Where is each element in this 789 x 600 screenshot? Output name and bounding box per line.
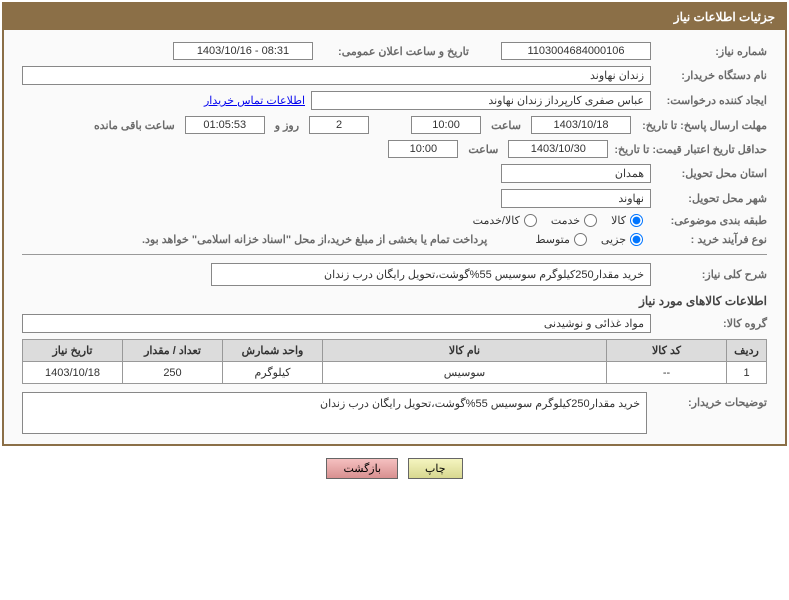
need-number-value: 1103004684000106 <box>501 42 651 60</box>
hour-label-2: ساعت <box>464 143 502 156</box>
announce-value: 1403/10/16 - 08:31 <box>173 42 313 60</box>
announce-label: تاریخ و ساعت اعلان عمومی: <box>319 45 469 58</box>
goods-section-title: اطلاعات کالاهای مورد نیاز <box>22 294 767 308</box>
cell-unit: کیلوگرم <box>223 362 323 384</box>
panel-header: جزئیات اطلاعات نیاز <box>4 4 785 30</box>
th-unit: واحد شمارش <box>223 340 323 362</box>
validity-label: حداقل تاریخ اعتبار قیمت: تا تاریخ: <box>614 143 767 156</box>
th-code: کد کالا <box>607 340 727 362</box>
deadline-date: 1403/10/18 <box>531 116 631 134</box>
radio-both[interactable] <box>524 214 537 227</box>
cell-row: 1 <box>727 362 767 384</box>
radio-both-label: کالا/خدمت <box>473 214 520 227</box>
deadline-hour: 10:00 <box>411 116 481 134</box>
radio-service-item: خدمت <box>551 214 597 227</box>
province-value: همدان <box>501 164 651 183</box>
button-row: چاپ بازگشت <box>0 448 789 483</box>
remaining-suffix: ساعت باقی مانده <box>90 119 179 132</box>
province-label: استان محل تحویل: <box>657 167 767 180</box>
back-button[interactable]: بازگشت <box>326 458 398 479</box>
radio-both-item: کالا/خدمت <box>473 214 537 227</box>
buyer-org-value: زندان نهاوند <box>22 66 651 85</box>
cell-name: سوسیس <box>323 362 607 384</box>
radio-small-label: جزیی <box>601 233 626 246</box>
deadline-label: مهلت ارسال پاسخ: تا تاریخ: <box>637 119 767 132</box>
buyer-org-label: نام دستگاه خریدار: <box>657 69 767 82</box>
th-row: ردیف <box>727 340 767 362</box>
radio-goods-item: کالا <box>611 214 643 227</box>
city-value: نهاوند <box>501 189 651 208</box>
day-word: روز و <box>271 119 303 132</box>
need-number-label: شماره نیاز: <box>657 45 767 58</box>
summary-value: خرید مقدار250کیلوگرم سوسیس 55%گوشت،تحویل… <box>211 263 651 286</box>
radio-goods-label: کالا <box>611 214 626 227</box>
divider-1 <box>22 254 767 255</box>
radio-service[interactable] <box>584 214 597 227</box>
table-row: 1 -- سوسیس کیلوگرم 250 1403/10/18 <box>23 362 767 384</box>
goods-table: ردیف کد کالا نام کالا واحد شمارش تعداد /… <box>22 339 767 384</box>
radio-medium-item: متوسط <box>535 233 587 246</box>
radio-medium[interactable] <box>574 233 587 246</box>
creator-value: عباس صفری کارپرداز زندان نهاوند <box>311 91 651 110</box>
validity-hour: 10:00 <box>388 140 458 158</box>
radio-service-label: خدمت <box>551 214 580 227</box>
creator-label: ایجاد کننده درخواست: <box>657 94 767 107</box>
radio-medium-label: متوسط <box>535 233 570 246</box>
category-label: طبقه بندی موضوعی: <box>657 214 767 227</box>
remaining-days: 2 <box>309 116 369 134</box>
th-date: تاریخ نیاز <box>23 340 123 362</box>
payment-note: پرداخت تمام یا بخشی از مبلغ خرید،از محل … <box>142 233 487 246</box>
contact-link[interactable]: اطلاعات تماس خریدار <box>204 94 305 107</box>
group-value: مواد غذائی و نوشیدنی <box>22 314 651 333</box>
print-button[interactable]: چاپ <box>408 458 463 479</box>
city-label: شهر محل تحویل: <box>657 192 767 205</box>
buyer-notes-value: خرید مقدار250کیلوگرم سوسیس 55%گوشت،تحویل… <box>22 392 647 434</box>
cell-date: 1403/10/18 <box>23 362 123 384</box>
group-label: گروه کالا: <box>657 317 767 330</box>
summary-label: شرح کلی نیاز: <box>657 268 767 281</box>
main-panel: جزئیات اطلاعات نیاز شماره نیاز: 11030046… <box>2 2 787 446</box>
th-qty: تعداد / مقدار <box>123 340 223 362</box>
th-name: نام کالا <box>323 340 607 362</box>
radio-goods[interactable] <box>630 214 643 227</box>
hour-label-1: ساعت <box>487 119 525 132</box>
radio-small-item: جزیی <box>601 233 643 246</box>
validity-date: 1403/10/30 <box>508 140 608 158</box>
cell-qty: 250 <box>123 362 223 384</box>
cell-code: -- <box>607 362 727 384</box>
process-label: نوع فرآیند خرید : <box>657 233 767 246</box>
buyer-notes-label: توضیحات خریدار: <box>657 392 767 434</box>
panel-title: جزئیات اطلاعات نیاز <box>674 10 775 24</box>
radio-small[interactable] <box>630 233 643 246</box>
remaining-time: 01:05:53 <box>185 116 265 134</box>
